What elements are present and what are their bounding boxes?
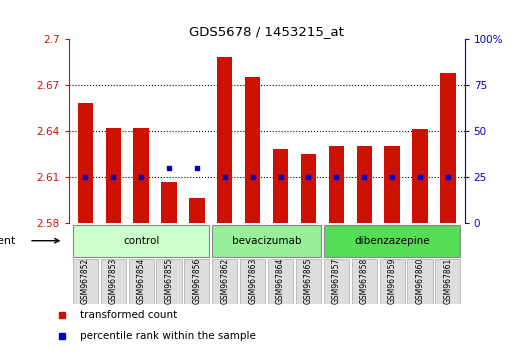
Bar bbox=[78, 103, 93, 223]
Bar bbox=[356, 146, 372, 223]
Text: bevacizumab: bevacizumab bbox=[232, 236, 301, 246]
FancyBboxPatch shape bbox=[156, 259, 182, 303]
Text: GSM967853: GSM967853 bbox=[109, 257, 118, 304]
Title: GDS5678 / 1453215_at: GDS5678 / 1453215_at bbox=[189, 25, 344, 38]
FancyBboxPatch shape bbox=[296, 259, 321, 303]
FancyBboxPatch shape bbox=[184, 259, 210, 303]
Text: GSM967862: GSM967862 bbox=[220, 257, 229, 304]
Text: agent: agent bbox=[0, 236, 16, 246]
FancyBboxPatch shape bbox=[324, 259, 349, 303]
Bar bbox=[212, 225, 321, 257]
Bar bbox=[162, 182, 177, 223]
Text: GSM967864: GSM967864 bbox=[276, 257, 285, 304]
Bar bbox=[384, 146, 400, 223]
Text: GSM967857: GSM967857 bbox=[332, 257, 341, 304]
FancyBboxPatch shape bbox=[73, 259, 98, 303]
Bar bbox=[134, 128, 149, 223]
FancyBboxPatch shape bbox=[268, 259, 293, 303]
FancyBboxPatch shape bbox=[212, 259, 238, 303]
Bar bbox=[217, 57, 232, 223]
FancyBboxPatch shape bbox=[380, 259, 404, 303]
Bar bbox=[106, 128, 121, 223]
FancyBboxPatch shape bbox=[101, 259, 126, 303]
Text: GSM967860: GSM967860 bbox=[416, 257, 425, 304]
FancyBboxPatch shape bbox=[436, 259, 460, 303]
FancyBboxPatch shape bbox=[408, 259, 432, 303]
Text: GSM967854: GSM967854 bbox=[137, 257, 146, 304]
Text: GSM967865: GSM967865 bbox=[304, 257, 313, 304]
Bar bbox=[273, 149, 288, 223]
Text: GSM967855: GSM967855 bbox=[165, 257, 174, 304]
Text: GSM967861: GSM967861 bbox=[444, 257, 452, 304]
Text: GSM967858: GSM967858 bbox=[360, 257, 369, 304]
Bar bbox=[412, 130, 428, 223]
Text: transformed count: transformed count bbox=[80, 310, 177, 320]
Bar bbox=[301, 154, 316, 223]
FancyBboxPatch shape bbox=[240, 259, 265, 303]
Text: GSM967859: GSM967859 bbox=[388, 257, 397, 304]
Text: GSM967863: GSM967863 bbox=[248, 257, 257, 304]
FancyBboxPatch shape bbox=[352, 259, 377, 303]
Bar bbox=[440, 73, 456, 223]
Text: GSM967852: GSM967852 bbox=[81, 257, 90, 304]
Bar bbox=[324, 225, 460, 257]
Text: control: control bbox=[123, 236, 159, 246]
Bar bbox=[73, 225, 210, 257]
Text: percentile rank within the sample: percentile rank within the sample bbox=[80, 331, 256, 341]
Text: GSM967856: GSM967856 bbox=[192, 257, 201, 304]
FancyBboxPatch shape bbox=[129, 259, 154, 303]
Text: dibenzazepine: dibenzazepine bbox=[354, 236, 430, 246]
Bar bbox=[189, 199, 204, 223]
Bar bbox=[245, 77, 260, 223]
Bar bbox=[329, 146, 344, 223]
